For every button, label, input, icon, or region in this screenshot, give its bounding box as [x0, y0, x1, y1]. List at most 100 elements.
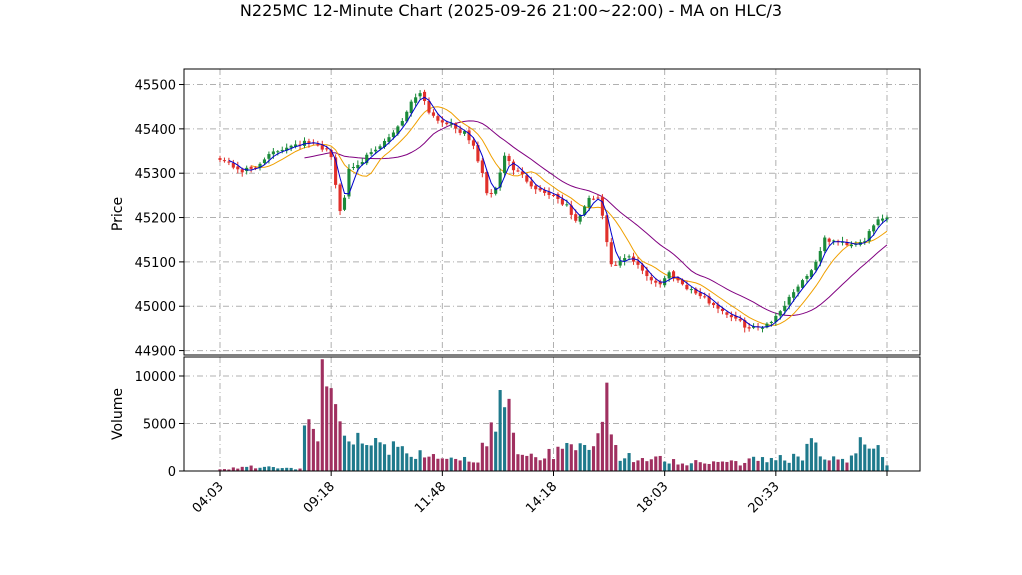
candle-body: [587, 197, 591, 208]
volume-bar: [471, 462, 476, 471]
volume-bar: [249, 465, 253, 471]
candle-body: [503, 155, 507, 174]
volume-bar: [863, 444, 867, 471]
volume-tick-label: 5000: [143, 418, 176, 433]
chart-title: N225MC 12-Minute Chart (2025-09-26 21:00…: [240, 1, 782, 20]
candle-body: [347, 168, 351, 197]
candle-body: [431, 112, 435, 116]
volume-bar: [387, 454, 391, 471]
volume-bar: [480, 442, 484, 471]
volume-bar: [712, 461, 716, 471]
volume-bar: [600, 421, 604, 471]
volume-bar: [218, 469, 222, 471]
candle-body: [720, 308, 725, 312]
candle-body: [832, 240, 836, 242]
candle-body: [316, 144, 320, 146]
candle-body: [369, 152, 373, 155]
x-ticks: 04:03 09:18 11:48 14:18 18:03 20:33: [190, 471, 888, 516]
x-tick-label: 18:03: [634, 479, 671, 516]
volume-bar: [792, 453, 796, 471]
candle-body: [276, 151, 280, 153]
volume-bar: [267, 466, 271, 471]
candle-body: [591, 198, 596, 200]
candle-body: [254, 167, 258, 169]
volume-bar: [285, 467, 289, 471]
volume-bar: [476, 462, 480, 471]
candle-body: [707, 296, 711, 304]
candle-body: [614, 264, 618, 266]
candle-body: [236, 166, 240, 170]
candle-body: [698, 292, 702, 297]
candle-body: [712, 302, 716, 306]
volume-bar: [805, 443, 809, 471]
volume-bars-layer: [218, 359, 889, 471]
volume-bar: [578, 443, 582, 471]
volume-bar: [534, 457, 538, 471]
candle-body: [543, 190, 547, 193]
candle-body: [351, 166, 355, 168]
volume-bar: [547, 448, 551, 471]
candle-body: [636, 261, 640, 265]
volume-bar: [227, 469, 231, 471]
candle-body: [418, 93, 422, 97]
volume-bar: [356, 432, 360, 471]
candle-body: [427, 100, 431, 113]
candle-body: [409, 101, 413, 114]
candle-body: [703, 296, 707, 298]
price-y-ticks: 44900 45000 45100 45200 45300 45400 45500: [135, 79, 184, 360]
volume-bar: [467, 461, 471, 471]
price-tick-label: 45500: [135, 79, 176, 94]
volume-bar: [729, 460, 733, 471]
candle-body: [672, 271, 676, 279]
volume-bar: [262, 466, 267, 471]
volume-bar: [649, 459, 653, 471]
candle-body: [769, 321, 773, 324]
candle-body: [649, 277, 653, 281]
volume-bar: [716, 461, 720, 471]
volume-bar: [320, 359, 324, 471]
candle-body: [574, 214, 578, 221]
volume-bar: [845, 462, 849, 471]
volume-bar: [738, 465, 742, 471]
volume-bar: [725, 461, 729, 471]
candle-body: [520, 171, 524, 175]
candle-body: [827, 238, 831, 242]
volume-bar: [876, 445, 880, 471]
candle-body: [529, 181, 533, 187]
volume-bar: [409, 456, 413, 471]
candle-body: [378, 146, 382, 149]
volume-bar: [414, 458, 418, 471]
candle-body: [489, 193, 493, 195]
candle-body: [329, 149, 333, 158]
volume-bar: [294, 469, 298, 471]
volume-bar: [231, 467, 235, 471]
volume-bar: [752, 456, 756, 471]
ma-mid-layer: [250, 106, 888, 326]
volume-bar: [880, 457, 885, 471]
volume-bar: [382, 444, 387, 471]
candle-body: [436, 116, 440, 121]
candle-body: [507, 156, 511, 162]
candle-body: [334, 157, 338, 185]
candle-body: [560, 198, 564, 205]
volume-bar: [676, 464, 680, 471]
candle-body: [422, 91, 427, 102]
price-tick-label: 45000: [135, 300, 176, 315]
price-panel-frame: [183, 68, 921, 356]
candle-body: [734, 316, 738, 319]
candle-body: [609, 242, 613, 265]
candle-body: [285, 147, 289, 151]
candle-body: [729, 315, 733, 318]
candle-body: [787, 296, 791, 305]
volume-bar: [258, 467, 262, 471]
candle-body: [516, 170, 520, 172]
candle-body: [694, 288, 698, 294]
candle-body: [320, 145, 324, 150]
price-tick-label: 45200: [135, 212, 176, 227]
candle-body: [240, 169, 244, 173]
volume-tick-label: 0: [168, 465, 176, 480]
candle-body: [249, 166, 253, 169]
volume-bar: [307, 419, 311, 471]
volume-bar: [525, 455, 529, 471]
candle-body: [467, 130, 471, 141]
